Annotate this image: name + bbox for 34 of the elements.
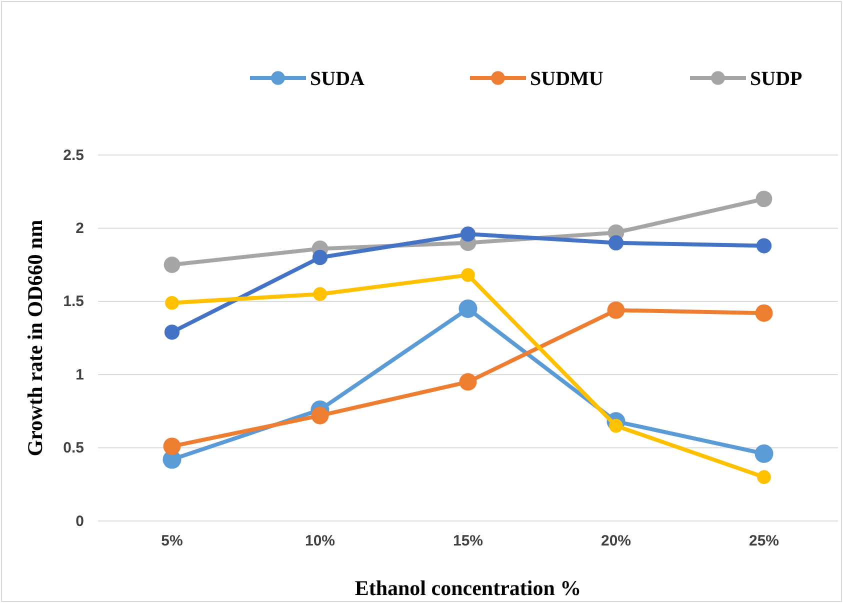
point: [757, 470, 771, 484]
point: [164, 256, 180, 273]
point: [607, 301, 625, 319]
point: [461, 268, 475, 282]
x-tick-label: 5%: [161, 532, 183, 550]
x-tick-label: 25%: [748, 532, 780, 550]
y-tick-label: 0: [76, 512, 84, 530]
point: [458, 299, 478, 318]
point: [164, 324, 180, 340]
y-tick-label: 1.5: [63, 293, 84, 310]
point: [163, 438, 181, 456]
y-tick-label: 2: [76, 220, 84, 237]
x-tick-label: 20%: [600, 532, 632, 550]
point: [756, 238, 772, 254]
point: [754, 444, 774, 463]
legend-label: SUDP: [750, 68, 802, 90]
point: [313, 287, 327, 301]
point: [756, 190, 772, 208]
x-tick-label: 15%: [452, 532, 484, 550]
legend-label: SUDMU: [530, 68, 604, 90]
legend-label: SUDA: [310, 68, 366, 90]
x-axis-title: Ethanol concentration %: [354, 576, 582, 600]
point: [755, 304, 773, 322]
point: [312, 250, 328, 266]
x-tick-label: 10%: [304, 532, 336, 550]
y-tick-label: 0.5: [63, 440, 84, 457]
y-tick-label: 1: [76, 366, 84, 384]
point: [165, 296, 179, 310]
point: [459, 373, 477, 391]
y-axis-title: Growth rate in OD660 nm: [23, 219, 47, 456]
point: [311, 406, 329, 424]
point: [608, 235, 624, 250]
point: [460, 226, 476, 242]
y-tick-label: 2.5: [63, 146, 84, 164]
